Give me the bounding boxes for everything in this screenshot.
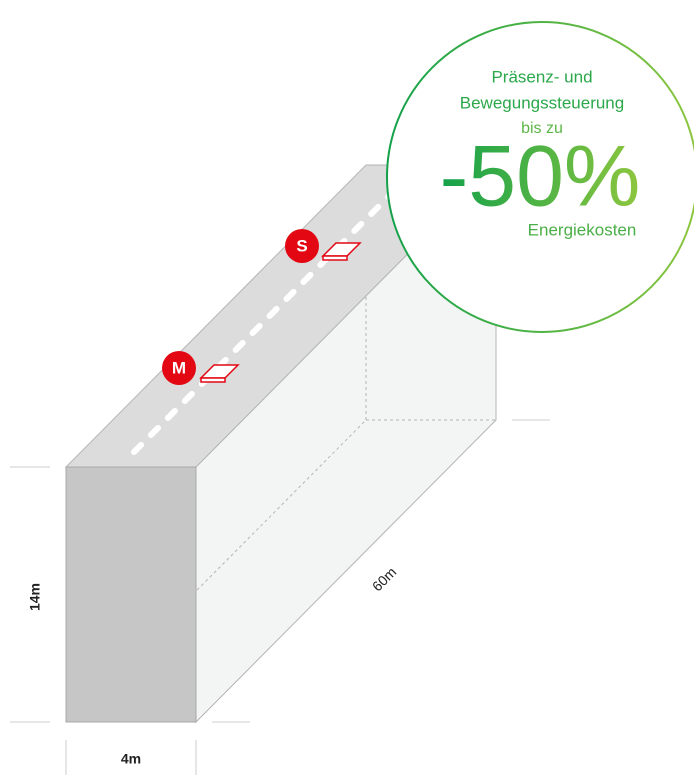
badge: Präsenz- und Bewegungssteuerung bis zu -… <box>440 67 641 239</box>
badge-line: bis zu <box>521 120 563 137</box>
extension-lines <box>10 419 550 775</box>
marker-label: M <box>172 358 186 377</box>
width-label: 4m <box>121 751 141 767</box>
badge-circle <box>386 21 694 333</box>
badge-line: Energiekosten <box>528 220 637 239</box>
marker-s: S <box>285 229 362 263</box>
marker-m: M <box>162 351 240 385</box>
center-line <box>131 162 423 455</box>
front-face <box>65 466 197 723</box>
height-label: 14m <box>27 583 43 611</box>
badge-line: Bewegungssteuerung <box>460 93 624 112</box>
badge-value: -50% <box>440 129 641 225</box>
hidden-edges <box>65 280 496 723</box>
length-label: 60m <box>369 564 400 595</box>
marker-label: S <box>296 236 307 255</box>
badge-line: Präsenz- und <box>491 67 592 86</box>
